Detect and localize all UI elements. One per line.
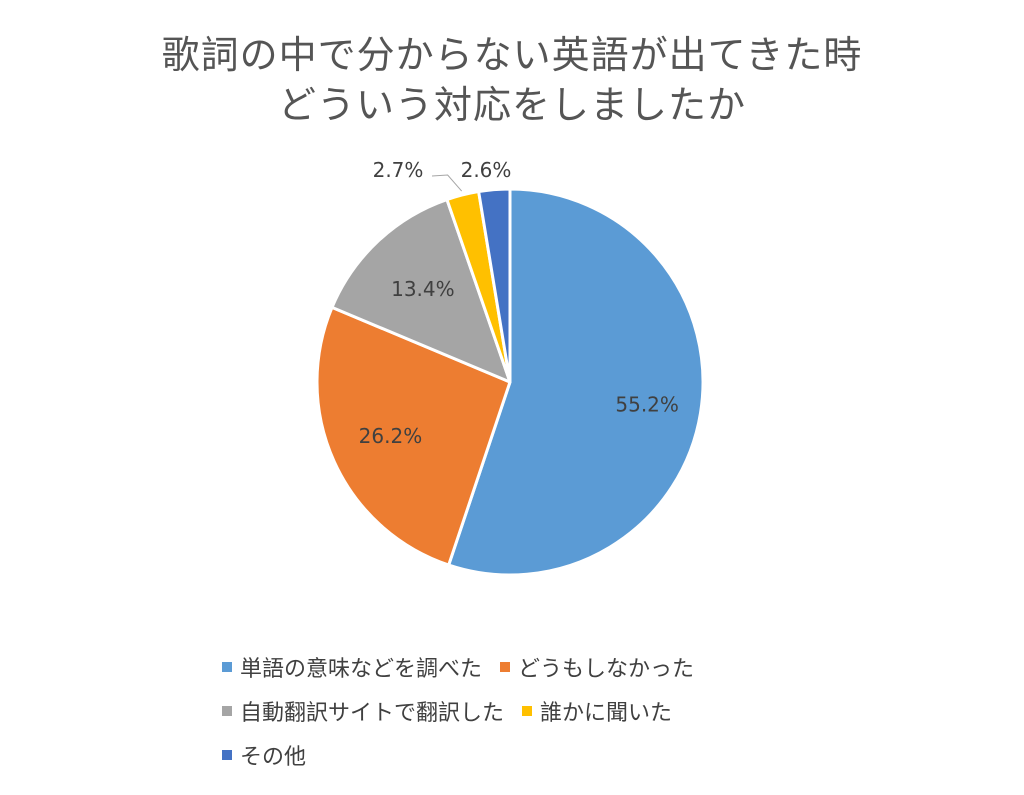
legend-swatch-auto-translate (222, 706, 232, 716)
data-label-other: 2.6% (461, 158, 512, 182)
legend-row-2: 自動翻訳サイトで翻訳した 誰かに聞いた (222, 689, 842, 733)
legend-item-did-nothing: どうもしなかった (500, 651, 694, 683)
legend-label-asked-someone: 誰かに聞いた (540, 701, 673, 726)
pie-slice-did-nothing (315, 305, 512, 567)
data-label-asked-someone: 2.7% (373, 158, 424, 182)
pie-slice-other (477, 187, 512, 384)
legend-item-asked-someone: 誰かに聞いた (522, 695, 672, 727)
legend-label-auto-translate: 自動翻訳サイトで翻訳した (240, 701, 505, 726)
legend-item-searched-meaning: 単語の意味などを調べた (222, 651, 482, 683)
legend-swatch-other (222, 750, 232, 760)
legend-label-searched-meaning: 単語の意味などを調べた (240, 657, 483, 682)
leader-line-asked-someone (431, 174, 463, 192)
legend: 単語の意味などを調べた どうもしなかった 自動翻訳サイトで翻訳した 誰かに聞いた… (222, 645, 842, 777)
legend-swatch-searched-meaning (222, 662, 232, 672)
pie-slice-auto-translate (330, 198, 512, 384)
legend-label-other: その他 (240, 745, 307, 770)
legend-item-auto-translate: 自動翻訳サイトで翻訳した (222, 695, 504, 727)
chart-title: 歌詞の中で分からない英語が出てきた時 どういう対応をしましたか (0, 30, 1024, 130)
chart-title-line-2: どういう対応をしましたか (277, 83, 746, 127)
legend-swatch-did-nothing (500, 662, 511, 672)
data-label-searched-meaning: 55.2% (615, 392, 679, 416)
legend-row-1: 単語の意味などを調べた どうもしなかった (222, 645, 842, 689)
legend-row-3: その他 (222, 733, 842, 777)
legend-swatch-asked-someone (522, 706, 533, 716)
pie-slice-searched-meaning (447, 187, 705, 577)
legend-item-other: その他 (222, 739, 306, 771)
chart-title-line-1: 歌詞の中で分からない英語が出てきた時 (161, 33, 863, 77)
data-label-auto-translate: 13.4% (391, 277, 455, 301)
legend-label-did-nothing: どうもしなかった (518, 657, 695, 682)
data-label-did-nothing: 26.2% (359, 424, 423, 448)
